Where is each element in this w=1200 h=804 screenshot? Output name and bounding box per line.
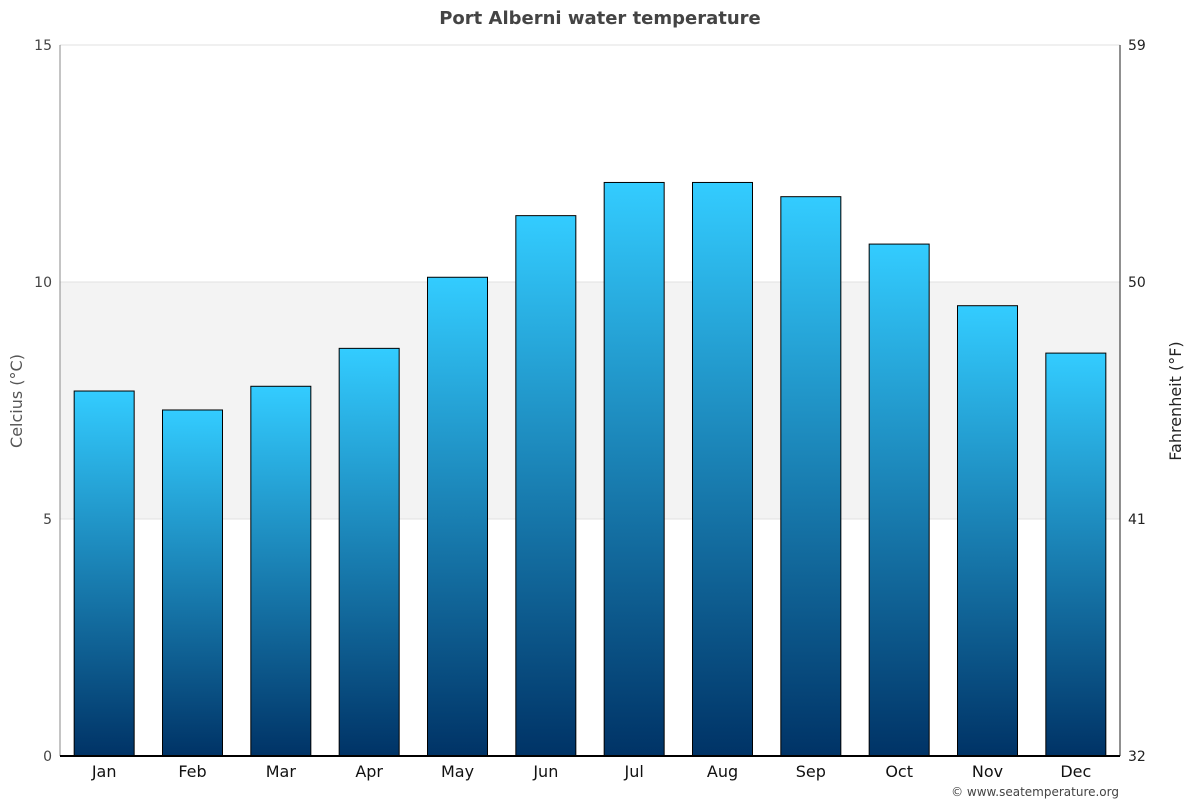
x-tick-label: Oct bbox=[885, 762, 913, 781]
bar-oct bbox=[868, 243, 930, 757]
x-tick-label: Mar bbox=[266, 762, 297, 781]
y-tick-label-right: 59 bbox=[1128, 38, 1146, 54]
y-tick-label-left: 5 bbox=[43, 512, 52, 528]
bar-mar bbox=[250, 385, 312, 757]
bar-sep bbox=[780, 196, 842, 757]
bar-jan bbox=[73, 390, 135, 757]
x-tick-label: May bbox=[441, 762, 474, 781]
y-tick-label-left: 15 bbox=[34, 38, 52, 54]
y-axis-label-right: Fahrenheit (°F) bbox=[1166, 341, 1185, 460]
y-tick-label-right: 32 bbox=[1128, 749, 1146, 765]
x-tick-label: Jan bbox=[91, 762, 117, 781]
x-tick-label: Jun bbox=[532, 762, 558, 781]
x-tick-label: Nov bbox=[972, 762, 1003, 781]
bar-aug bbox=[692, 181, 753, 757]
x-tick-label: Jul bbox=[624, 762, 644, 781]
bar-nov bbox=[957, 305, 1018, 757]
bar-apr bbox=[338, 347, 400, 757]
footer-credit: © www.seatemperature.org bbox=[951, 785, 1119, 799]
x-tick-label: Dec bbox=[1060, 762, 1091, 781]
y-tick-label-right: 50 bbox=[1128, 275, 1146, 291]
bar-jul bbox=[603, 181, 665, 757]
y-tick-label-right: 41 bbox=[1128, 512, 1146, 528]
x-tick-label: Feb bbox=[178, 762, 206, 781]
bar-feb bbox=[162, 409, 223, 757]
chart-title: Port Alberni water temperature bbox=[439, 8, 761, 29]
x-tick-label: Aug bbox=[707, 762, 738, 781]
bar-dec bbox=[1045, 352, 1107, 757]
y-axis-label-left: Celcius (°C) bbox=[7, 354, 26, 448]
bar-may bbox=[427, 276, 488, 757]
shaded-band bbox=[60, 282, 1120, 519]
y-tick-label-left: 10 bbox=[34, 275, 52, 291]
x-tick-label: Sep bbox=[796, 762, 826, 781]
y-tick-label-left: 0 bbox=[43, 749, 52, 765]
x-tick-label: Apr bbox=[355, 762, 383, 781]
bar-jun bbox=[515, 215, 577, 757]
